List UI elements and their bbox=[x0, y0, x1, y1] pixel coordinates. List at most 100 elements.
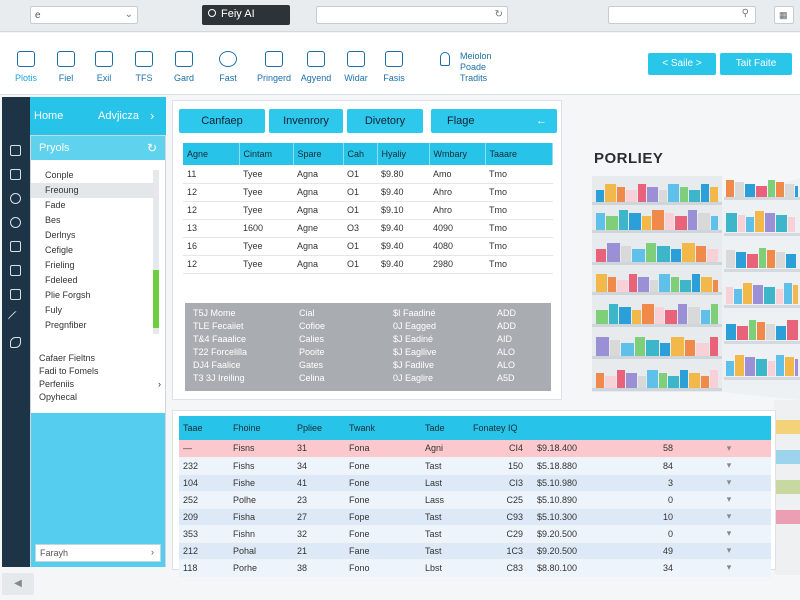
tool-fast[interactable]: Fast bbox=[206, 51, 250, 83]
tool-tfs[interactable]: TFS bbox=[122, 51, 166, 83]
refresh-icon[interactable]: ↻ bbox=[146, 141, 157, 155]
table-row[interactable]: 252 Polhe 23 Fone Lass C25 $5.10.890 0 ▾ bbox=[179, 491, 771, 509]
column-header[interactable]: Wmbary bbox=[429, 143, 486, 165]
sidebar-item[interactable]: Conple bbox=[45, 170, 74, 180]
tool-gard[interactable]: Gard bbox=[162, 51, 206, 83]
row-expand-icon[interactable]: ▾ bbox=[683, 542, 771, 560]
table-row[interactable]: 118 Porhe 38 Fono Lbst C83 $8.80.100 34 ▾ bbox=[179, 559, 771, 577]
search-icon[interactable] bbox=[10, 193, 21, 204]
column-header[interactable]: Fhoine bbox=[229, 416, 293, 440]
home-link[interactable]: Home bbox=[34, 110, 64, 122]
scrollbar-thumb[interactable] bbox=[153, 270, 159, 328]
tool-icon[interactable] bbox=[7, 310, 24, 327]
table-row[interactable]: 12 Tyee Agna O1 $9.10 Ahro Tmo bbox=[183, 201, 553, 220]
column-header[interactable]: Taaare bbox=[485, 143, 553, 165]
forward-arrow-icon[interactable]: › bbox=[150, 108, 155, 123]
row-expand-icon[interactable]: ▾ bbox=[683, 525, 771, 543]
table-row-highlighted[interactable]: — Fisns 31 Fona Agni CI4 $9.18.400 58 ▾ bbox=[179, 440, 771, 458]
table-row[interactable]: 13 1600 Agne O3 $9.40 4090 Tmo bbox=[183, 219, 553, 238]
table-row[interactable]: 16 Tyee Agna O1 $9.40 4080 Tmo bbox=[183, 237, 553, 256]
sidebar-item[interactable]: Fade bbox=[45, 200, 66, 210]
summary-row[interactable]: TLE Fecaiiet Cofioe 0J Eagged ADD bbox=[185, 321, 551, 334]
sidebar-item2[interactable]: Perfeniis › bbox=[39, 378, 163, 391]
row-expand-icon[interactable]: ▾ bbox=[683, 491, 771, 509]
sidebar-item[interactable]: Derlnys bbox=[45, 230, 76, 240]
tool-fasis[interactable]: Fasis bbox=[372, 51, 416, 83]
table-row[interactable]: 212 Pohal 21 Fane Tast 1C3 $9.20.500 49 ▾ bbox=[179, 542, 771, 560]
sidebar-item2[interactable]: Opyhecal bbox=[39, 391, 163, 404]
column-header[interactable]: Taae bbox=[179, 416, 229, 440]
tab-canfaep[interactable]: Canfaep bbox=[179, 109, 265, 133]
column-header[interactable]: Cintam bbox=[239, 143, 294, 165]
summary-row[interactable]: DJ4 Faalice Gates $J Fadilve ALO bbox=[185, 360, 551, 373]
tool-fiel[interactable]: Fiel bbox=[44, 51, 88, 83]
collapse-button[interactable]: ◀ bbox=[2, 573, 34, 595]
refresh-icon[interactable]: ↻ bbox=[494, 9, 503, 20]
chevron-down-icon[interactable]: ⌄ bbox=[124, 9, 133, 20]
sale-button[interactable]: < Saile > bbox=[648, 53, 716, 75]
tool-widar[interactable]: Widar bbox=[334, 51, 378, 83]
column-header[interactable]: Hyaliy bbox=[377, 143, 430, 165]
user-info[interactable]: Meiolon Poade Tradits bbox=[438, 50, 508, 86]
address-input[interactable]: e ⌄ bbox=[30, 6, 138, 24]
sidebar-item[interactable]: Plie Forgsh bbox=[45, 290, 91, 300]
sidebar-item[interactable]: Fdeleed bbox=[45, 275, 78, 285]
tool-exil[interactable]: Exil bbox=[82, 51, 126, 83]
tab-flage[interactable]: Flage ← bbox=[431, 109, 557, 133]
table-icon[interactable] bbox=[10, 169, 21, 180]
message-icon[interactable] bbox=[10, 289, 21, 300]
column-header[interactable] bbox=[683, 416, 771, 440]
row-expand-icon[interactable]: ▾ bbox=[683, 440, 771, 458]
sidebar-item[interactable]: Cefigle bbox=[45, 245, 74, 255]
column-header[interactable]: Agne bbox=[183, 143, 240, 165]
summary-row[interactable]: T3 3J Ireiling Celina 0J Eaglire A5D bbox=[185, 373, 551, 386]
column-header[interactable]: Twank bbox=[345, 416, 421, 440]
row-expand-icon[interactable]: ▾ bbox=[683, 559, 771, 577]
row-expand-icon[interactable]: ▾ bbox=[683, 474, 771, 492]
column-header[interactable]: Tade bbox=[421, 416, 469, 440]
global-search-input[interactable]: ⚲ bbox=[608, 6, 756, 24]
tab-divetory[interactable]: Divetory bbox=[347, 109, 423, 133]
dollar-icon[interactable] bbox=[10, 265, 21, 276]
tait-faite-button[interactable]: Tait Faite bbox=[720, 53, 792, 75]
table-row[interactable]: 104 Fishe 41 Fone Last CI3 $5.10.980 3 ▾ bbox=[179, 474, 771, 492]
column-header[interactable]: Fonatey IQ bbox=[469, 416, 533, 440]
table-row[interactable]: 353 Fishn 32 Fone Tast C29 $9.20.500 0 ▾ bbox=[179, 525, 771, 543]
tool-plotis[interactable]: Plotis bbox=[4, 51, 48, 83]
sidebar-item-selected[interactable]: Freoung bbox=[31, 183, 153, 198]
table-row[interactable]: 12 Tyee Agna O1 $9.40 Ahro Tmo bbox=[183, 183, 553, 202]
table-row[interactable]: 209 Fisha 27 Fope Tast C93 $5.10.300 10 ▾ bbox=[179, 508, 771, 526]
search-input[interactable]: ↻ bbox=[316, 6, 508, 24]
column-header[interactable] bbox=[533, 416, 623, 440]
summary-row[interactable]: T22 Forcelilla Pooite $J Eagllive ALO bbox=[185, 347, 551, 360]
column-header[interactable]: Cah bbox=[343, 143, 378, 165]
table-row[interactable]: 232 Fishs 34 Fone Tast 150 $5.18.880 84 ▾ bbox=[179, 457, 771, 475]
sidebar-item2[interactable]: Fadi to Fomels bbox=[39, 365, 163, 378]
sidebar-scrollbar[interactable] bbox=[153, 170, 159, 334]
doc-icon[interactable] bbox=[10, 145, 21, 156]
column-header[interactable] bbox=[623, 416, 683, 440]
sidebar-item[interactable]: Frieling bbox=[45, 260, 75, 270]
column-header[interactable]: Spare bbox=[293, 143, 344, 165]
sidebar-item2[interactable]: Cafaer Fieltns bbox=[39, 352, 163, 365]
row-expand-icon[interactable]: ▾ bbox=[683, 508, 771, 526]
table-row[interactable]: 11 Tyee Agna O1 $9.80 Amo Tmo bbox=[183, 165, 553, 184]
column-header[interactable]: Ppliee bbox=[293, 416, 345, 440]
sidebar-item[interactable]: Fuly bbox=[45, 305, 63, 315]
sidebar-bottom-input[interactable]: Farayh › bbox=[35, 544, 161, 562]
globe-icon[interactable] bbox=[10, 217, 21, 228]
table-row[interactable]: 12 Tyee Agna O1 $9.40 2980 Tmo bbox=[183, 255, 553, 274]
sidebar-item[interactable]: Bes bbox=[45, 215, 61, 225]
tab-inventory[interactable]: Invenrory bbox=[269, 109, 343, 133]
advance-link[interactable]: Advjicza bbox=[98, 110, 139, 122]
tool-agyend[interactable]: Agyend bbox=[294, 51, 338, 83]
window-menu-button[interactable]: ▦ bbox=[774, 6, 794, 24]
leaf-icon[interactable] bbox=[10, 337, 21, 348]
summary-row[interactable]: T5J Mome Cial $I Faadiné ADD bbox=[185, 308, 551, 321]
sidebar-item[interactable]: Pregnfiber bbox=[45, 320, 87, 330]
app-title-box[interactable]: Feiy AI bbox=[202, 5, 290, 25]
tool-pringerd[interactable]: Pringerd bbox=[252, 51, 296, 83]
magnifier-icon[interactable]: ⚲ bbox=[741, 8, 749, 19]
summary-row[interactable]: T&4 Faaalice Calies $J Eadiné AID bbox=[185, 334, 551, 347]
row-expand-icon[interactable]: ▾ bbox=[683, 457, 771, 475]
